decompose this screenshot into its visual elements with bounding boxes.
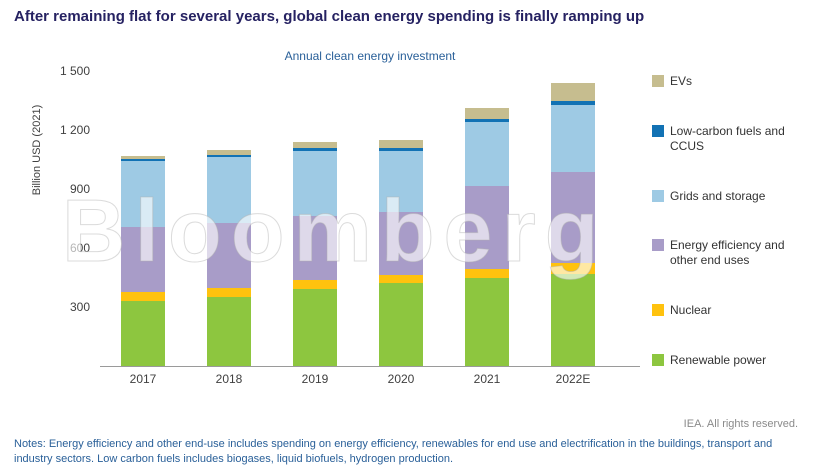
- bar-segment: [379, 140, 423, 149]
- bar-segment: [207, 156, 251, 224]
- bar-segment: [551, 82, 595, 101]
- bar-segment: [207, 149, 251, 155]
- legend-swatch-icon: [652, 124, 664, 137]
- bar-segment: [551, 262, 595, 274]
- bar-segment: [121, 158, 165, 161]
- legend-swatch-icon: [652, 353, 664, 366]
- bar-segment: [551, 273, 595, 366]
- bar-segment: [551, 105, 595, 173]
- stacked-bar-2021: [465, 107, 509, 366]
- legend-label: Renewable power: [670, 352, 767, 367]
- bar-segment: [465, 268, 509, 279]
- stacked-bar-2019: [293, 142, 337, 366]
- y-tick-label: 1 200: [59, 123, 90, 137]
- footnotes: Notes: Energy efficiency and other end-u…: [14, 438, 773, 465]
- bar-segment: [379, 274, 423, 284]
- legend-item: Energy efficiency and other end uses: [652, 238, 808, 268]
- bar-segment: [121, 301, 165, 366]
- chart-legend: EVs Low-carbon fuels and CCUS Grids and st…: [652, 74, 808, 368]
- bar-segment: [207, 223, 251, 289]
- stacked-bar-2018: [207, 149, 251, 366]
- bar-segment: [551, 100, 595, 106]
- legend-item: Nuclear: [652, 303, 808, 318]
- bar-segment: [379, 283, 423, 366]
- bar-segment: [379, 148, 423, 151]
- chart-title: Annual clean energy investment: [284, 49, 456, 63]
- bar-segment: [207, 154, 251, 157]
- bar-segment: [465, 107, 509, 119]
- stacked-bar-2022E: [551, 82, 595, 366]
- bar-segment: [293, 148, 337, 151]
- bar-segment: [293, 150, 337, 216]
- bar-segment: [293, 289, 337, 366]
- legend-item: EVs: [652, 74, 808, 89]
- legend-swatch-icon: [652, 189, 664, 202]
- bar-segment: [293, 142, 337, 149]
- y-tick-label: 600: [69, 241, 90, 255]
- legend-label: EVs: [670, 74, 693, 88]
- stacked-bar-2020: [379, 140, 423, 366]
- bar-segment: [207, 297, 251, 366]
- x-tick-label: 2021: [473, 372, 501, 386]
- y-tick-label: 900: [69, 182, 90, 196]
- bar-segment: [379, 211, 423, 275]
- bar-segment: [465, 186, 509, 269]
- legend-item: Grids and storage: [652, 189, 808, 204]
- bar-segment: [121, 292, 165, 302]
- y-tick-label: 1 500: [59, 64, 90, 78]
- x-tick-label: 2022E: [555, 372, 591, 386]
- legend-label: Low-carbon fuels and CCUS: [670, 123, 785, 153]
- x-tick-label: 2020: [387, 372, 415, 386]
- legend-swatch-icon: [652, 304, 664, 317]
- bar-segment: [121, 160, 165, 228]
- legend-label: Nuclear: [670, 303, 712, 318]
- bar-segment: [121, 155, 165, 159]
- y-tick-label: 300: [69, 300, 90, 314]
- page-title: After remaining flat for several years, …: [14, 8, 645, 25]
- x-tick-label: 2018: [215, 372, 243, 386]
- x-axis-labels: 2017 2018 2019 2020 2021 2022E: [100, 372, 640, 388]
- bar-segment: [293, 215, 337, 281]
- bar-segment: [293, 280, 337, 290]
- bar-segment: [465, 122, 509, 187]
- legend-item: Renewable power: [652, 353, 808, 368]
- legend-swatch-icon: [652, 239, 664, 252]
- y-axis-ticks: 300 600 900 1 200 1 500: [28, 64, 90, 366]
- bar-segment: [465, 118, 509, 123]
- legend-label: Grids and storage: [670, 188, 766, 203]
- bar-segment: [465, 278, 509, 366]
- legend-swatch-icon: [652, 75, 664, 87]
- plot-area: [100, 71, 640, 367]
- source-attribution: IEA. All rights reserved.: [683, 418, 798, 430]
- x-tick-label: 2017: [129, 372, 157, 386]
- stacked-bar-2017: [121, 155, 165, 366]
- bar-segment: [207, 288, 251, 298]
- x-tick-label: 2019: [301, 372, 329, 386]
- legend-item: Low-carbon fuels and CCUS: [652, 124, 808, 154]
- legend-label: Energy efficiency and other end uses: [670, 238, 785, 268]
- bar-segment: [379, 150, 423, 212]
- bar-segment: [551, 172, 595, 263]
- bar-segment: [121, 227, 165, 293]
